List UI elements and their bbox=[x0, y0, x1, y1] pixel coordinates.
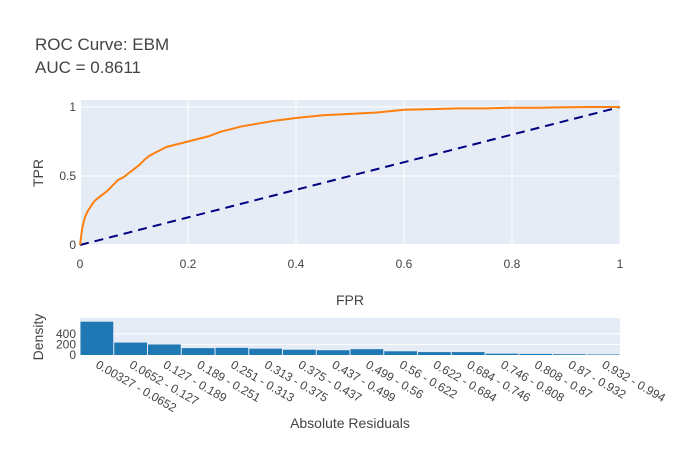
histogram-grid bbox=[80, 333, 620, 345]
histogram-bar bbox=[586, 354, 620, 355]
histogram-bar bbox=[215, 347, 249, 355]
histogram-bar bbox=[283, 349, 316, 355]
histogram-bar bbox=[114, 342, 147, 355]
roc-y-axis-label: TPR bbox=[30, 159, 46, 187]
roc-x-ticks: 0 0.2 0.4 0.6 0.8 1 bbox=[77, 257, 624, 271]
histogram-bars bbox=[80, 321, 620, 355]
roc-x-tick-label: 0.8 bbox=[504, 257, 521, 271]
roc-x-tick-label: 1 bbox=[617, 257, 624, 271]
histogram-bar bbox=[148, 344, 181, 355]
roc-x-tick-label: 0 bbox=[77, 257, 84, 271]
roc-x-tick-label: 0.6 bbox=[396, 257, 413, 271]
roc-y-tick-label: 0 bbox=[69, 238, 76, 252]
histogram-bar bbox=[350, 349, 384, 355]
histogram-y-axis-label: Density bbox=[30, 314, 46, 361]
chart-title: ROC Curve: EBM bbox=[35, 35, 169, 54]
roc-curve-line bbox=[79, 106, 620, 246]
chart-subtitle: AUC = 0.8611 bbox=[35, 58, 141, 77]
roc-x-tick-label: 0.2 bbox=[180, 257, 197, 271]
histogram-bar bbox=[418, 352, 451, 355]
roc-y-tick-label: 0.5 bbox=[59, 169, 76, 183]
roc-series bbox=[79, 106, 621, 246]
roc-x-tick-label: 0.4 bbox=[288, 257, 305, 271]
histogram-bar bbox=[181, 348, 215, 355]
histogram-bar bbox=[249, 348, 282, 355]
roc-plot: 0 0.2 0.4 0.6 0.8 1 00.51 FPR TPR bbox=[30, 100, 624, 308]
roc-y-ticks: 00.51 bbox=[59, 100, 76, 252]
histogram-y-tick-label: 0 bbox=[69, 348, 76, 362]
histogram-y-tick-label: 400 bbox=[56, 327, 76, 341]
histogram-bar bbox=[316, 350, 350, 355]
histogram-bar bbox=[80, 321, 114, 355]
roc-x-axis-label: FPR bbox=[336, 292, 364, 308]
random-classifier-line bbox=[79, 106, 621, 246]
histogram-x-axis-label: Absolute Residuals bbox=[290, 415, 410, 431]
roc-y-tick-label: 1 bbox=[69, 100, 76, 114]
roc-grid bbox=[79, 100, 621, 246]
histogram-bar bbox=[451, 352, 485, 355]
histogram-bar bbox=[485, 353, 519, 355]
histogram-y-tick-label: 200 bbox=[56, 337, 76, 351]
histogram-bar bbox=[553, 354, 586, 355]
histogram-bar bbox=[519, 353, 552, 355]
histogram-bar bbox=[384, 351, 417, 355]
